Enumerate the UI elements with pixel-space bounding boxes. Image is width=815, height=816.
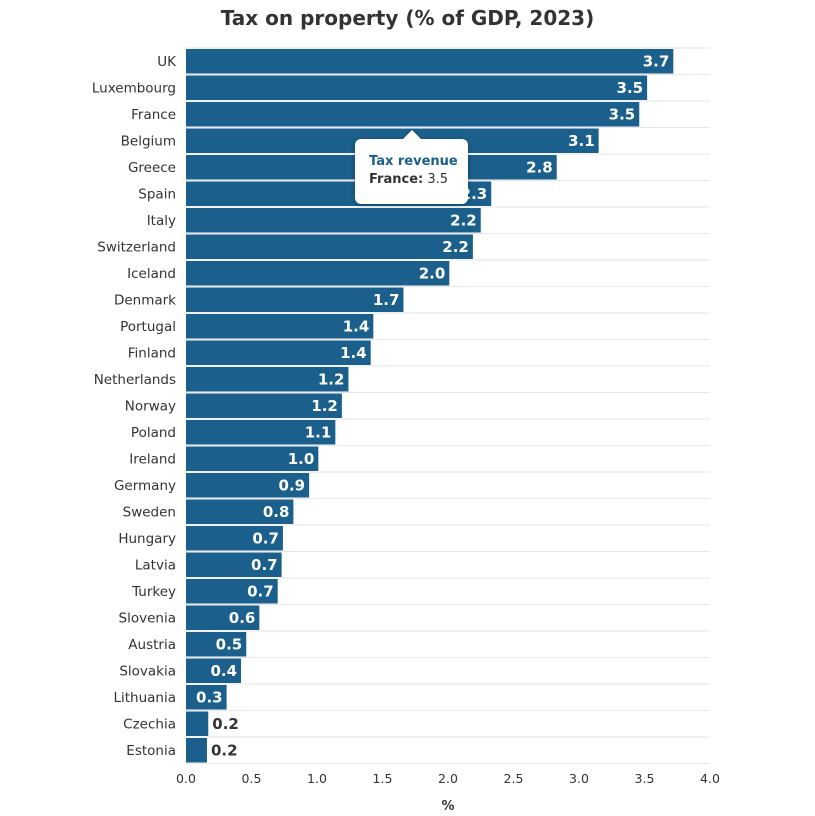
category-label: Czechia [123,716,176,732]
category-label: Italy [147,213,176,229]
x-tick-label: 3.0 [569,771,589,786]
data-label: 1.4 [343,318,370,336]
bar-uk[interactable] [186,49,674,74]
x-tick-label: 0.5 [242,771,262,786]
bar-italy[interactable] [186,208,481,233]
bar-norway[interactable] [186,393,342,419]
bar-portugal[interactable] [186,314,374,339]
data-label: 2.0 [419,265,446,283]
bar-poland[interactable] [186,420,336,445]
chart-title: Tax on property (% of GDP, 2023) [220,6,595,30]
category-label: Denmark [114,292,176,308]
category-label: UK [157,54,177,70]
x-tick-label: 3.5 [635,771,655,786]
data-label: 0.9 [279,477,306,495]
bar-finland[interactable] [186,340,371,366]
data-label: 1.1 [305,424,332,442]
x-axis-ticks: 0.0 0.5 1.0 1.5 2.0 2.5 3.0 3.5 4.0 [176,771,720,786]
category-label: Turkey [131,584,176,600]
tooltip-value: 3.5 [427,172,449,187]
bar-hungary[interactable] [186,526,283,551]
bar-netherlands[interactable] [186,367,349,392]
x-tick-label: 4.0 [700,771,720,786]
category-label: Spain [138,186,176,202]
category-label: France [131,107,176,123]
bar-turkey[interactable] [186,579,278,604]
bar-luxembourg[interactable] [186,75,648,101]
data-label: 3.7 [643,53,670,71]
category-label: Hungary [118,531,176,547]
bar-denmark[interactable] [186,287,404,313]
bar-slovakia[interactable] [186,658,242,684]
data-label: 3.5 [609,106,636,124]
data-label: 2.8 [526,159,553,177]
bar-slovenia[interactable] [186,605,260,631]
category-label: Lithuania [113,690,176,706]
tooltip-key: France: [369,172,424,187]
category-label: Finland [128,345,176,361]
x-tick-label: 2.5 [504,771,524,786]
category-label: Poland [131,425,176,441]
bar-latvia[interactable] [186,552,282,578]
data-label: 0.7 [252,530,279,548]
category-label: Ireland [129,451,176,467]
data-label: 1.4 [340,344,367,362]
category-label: Portugal [120,319,176,335]
category-labels: UK Luxembourg France Belgium Greece Spain Ital… [92,54,177,759]
bar-czechia[interactable] [186,711,209,737]
tooltip: Tax revenue France: 3.5 [355,139,468,204]
category-label: Iceland [127,266,176,282]
category-label: Netherlands [94,372,176,388]
category-label: Norway [125,398,176,414]
category-label: Switzerland [97,239,176,255]
data-label: 0.8 [263,503,290,521]
bar-switzerland[interactable] [186,234,473,260]
bar-lithuania[interactable] [186,685,227,710]
data-label: 0.7 [251,556,278,574]
data-label: 0.6 [229,609,256,627]
data-label: 0.5 [216,636,243,654]
bar-france[interactable] [186,102,640,127]
gridlines [186,47,710,764]
data-label: 2.2 [450,212,477,230]
data-label: 1.0 [288,450,315,468]
bar-estonia[interactable] [186,738,207,763]
data-label: 0.2 [211,742,238,760]
tooltip-title: Tax revenue [369,154,458,169]
tooltip-line: France: 3.5 [369,170,468,189]
data-label: 2.2 [442,238,469,256]
bar-sweden[interactable] [186,499,294,525]
data-label: 0.2 [212,715,239,733]
category-label: Belgium [121,133,176,149]
data-labels: 3.73.53.53.12.82.32.22.22.01.71.41.41.21… [196,53,669,760]
bar-ireland[interactable] [186,446,319,472]
data-label: 1.2 [311,397,338,415]
data-label: 3.1 [568,132,595,150]
x-tick-label: 1.0 [307,771,327,786]
x-tick-label: 1.5 [373,771,393,786]
category-label: Sweden [123,504,176,520]
category-label: Latvia [135,557,176,573]
data-label: 0.3 [196,689,223,707]
x-tick-label: 2.0 [438,771,458,786]
x-tick-label: 0.0 [176,771,196,786]
data-label: 3.5 [617,79,644,97]
category-label: Slovakia [119,663,176,679]
data-label: 1.7 [373,291,400,309]
category-label: Estonia [126,743,176,759]
category-label: Germany [114,478,176,494]
category-label: Austria [128,637,176,653]
data-label: 0.7 [247,583,274,601]
category-label: Greece [128,160,176,176]
data-label: 0.4 [210,662,237,680]
bar-germany[interactable] [186,473,310,498]
data-label: 1.2 [318,371,345,389]
bar-iceland[interactable] [186,261,450,286]
category-label: Slovenia [119,610,176,626]
x-axis-label: % [441,799,454,814]
bar-austria[interactable] [186,632,247,657]
category-label: Luxembourg [92,80,176,96]
